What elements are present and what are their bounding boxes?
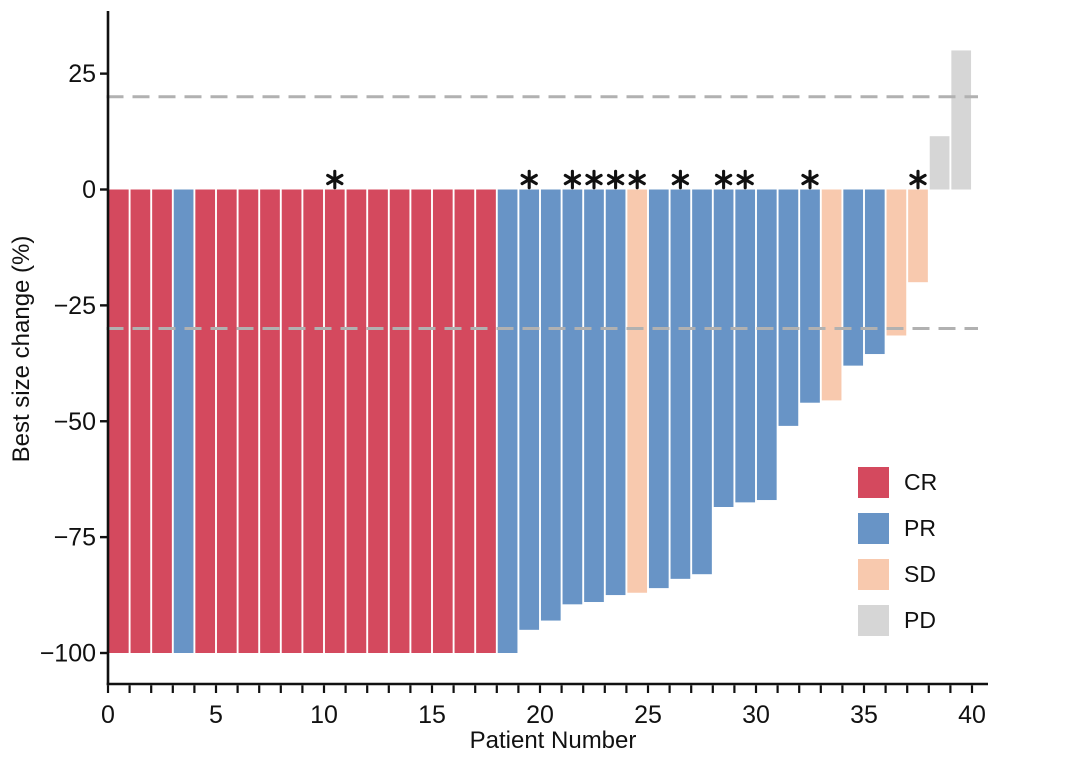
asterisk-annotation-patient-20 (520, 169, 538, 190)
x-tick-label: 10 (310, 701, 338, 729)
bar-patient-40 (951, 50, 972, 190)
x-tick-label: 5 (209, 701, 223, 729)
bar-patient-13 (368, 189, 388, 653)
x-tick-label: 15 (418, 701, 446, 729)
legend-swatch-pd (858, 605, 889, 636)
bar-patient-27 (670, 189, 691, 579)
bar-patient-3 (152, 189, 172, 653)
x-axis-title: Patient Number (470, 727, 637, 754)
x-tick-label: 30 (742, 701, 770, 729)
asterisk-annotation-patient-33 (801, 169, 819, 190)
legend-item-sd: SD (858, 559, 937, 590)
bars-group (108, 50, 972, 653)
bar-patient-12 (346, 189, 367, 653)
asterisk-annotation-patient-22 (563, 169, 582, 190)
asterisk-annotation-patient-38 (909, 169, 927, 190)
bar-patient-35 (843, 189, 864, 366)
bar-patient-20 (519, 189, 540, 630)
asterisk-annotation-patient-11 (326, 169, 344, 190)
bar-patient-7 (238, 189, 259, 653)
asterisk-annotation-patient-27 (671, 169, 690, 190)
x-tick-label: 25 (634, 701, 662, 729)
legend-swatch-cr (858, 467, 889, 498)
bar-patient-31 (756, 189, 777, 501)
legend-swatch-sd (858, 559, 889, 590)
y-tick-label: −25 (54, 292, 96, 320)
asterisk-annotation-patient-23 (585, 169, 603, 190)
legend-label-pr: PR (904, 515, 936, 541)
bar-patient-1 (108, 189, 129, 653)
asterisk-annotation-patient-25 (628, 169, 646, 190)
y-tick-label: 25 (68, 60, 96, 88)
legend-swatch-pr (858, 513, 889, 544)
bar-patient-39 (929, 136, 950, 190)
legend: CR PR SD PD (858, 467, 937, 651)
bar-patient-6 (216, 189, 237, 653)
legend-label-cr: CR (904, 469, 938, 495)
threshold-lines-group (106, 95, 978, 331)
asterisk-annotation-patient-24 (606, 169, 625, 190)
y-axis-title: Best size change (%) (8, 236, 35, 463)
bar-patient-28 (692, 189, 712, 575)
bar-patient-34 (821, 189, 842, 401)
bar-patient-33 (800, 189, 820, 403)
y-tick-label: −50 (54, 408, 96, 436)
legend-item-pd: PD (858, 605, 937, 636)
bar-patient-9 (281, 189, 302, 653)
bar-patient-36 (864, 189, 885, 355)
legend-item-cr: CR (858, 467, 937, 498)
bar-patient-37 (886, 189, 907, 336)
bar-patient-14 (389, 189, 410, 653)
bar-patient-4 (173, 189, 194, 653)
bar-patient-17 (454, 189, 475, 653)
bar-patient-10 (303, 189, 324, 653)
x-tick-label: 0 (101, 701, 115, 729)
x-tick-label: 40 (958, 701, 986, 729)
bar-patient-21 (540, 189, 561, 621)
legend-label-sd: SD (904, 561, 936, 587)
y-tick-label: −75 (54, 524, 96, 552)
bar-patient-19 (497, 189, 518, 653)
bar-patient-38 (908, 189, 928, 283)
legend-label-pd: PD (904, 607, 936, 633)
bar-patient-24 (605, 189, 626, 596)
bar-patient-11 (324, 189, 345, 653)
bar-patient-16 (432, 189, 453, 653)
bar-patient-8 (260, 189, 280, 653)
bar-patient-30 (735, 189, 756, 503)
y-tick-label: 0 (82, 176, 96, 204)
annotations-group (326, 169, 927, 190)
bar-patient-18 (476, 189, 496, 653)
legend-item-pr: PR (858, 513, 937, 544)
bar-patient-23 (584, 189, 604, 603)
asterisk-annotation-patient-29 (714, 169, 733, 190)
bar-patient-5 (195, 189, 216, 653)
axes-group: 25 0 −25 −50 −75 −100 0 5 10 15 20 25 30 35 40 (40, 11, 988, 729)
bar-patient-22 (562, 189, 583, 605)
bar-patient-26 (648, 189, 669, 589)
x-tick-label: 35 (850, 701, 878, 729)
asterisk-annotation-patient-30 (736, 169, 754, 190)
y-tick-label: −100 (40, 640, 96, 668)
bar-patient-2 (130, 189, 151, 653)
bar-patient-25 (627, 189, 648, 593)
bar-patient-32 (778, 189, 799, 426)
bar-patient-15 (411, 189, 432, 653)
x-tick-label: 20 (526, 701, 554, 729)
bar-patient-29 (713, 189, 734, 507)
